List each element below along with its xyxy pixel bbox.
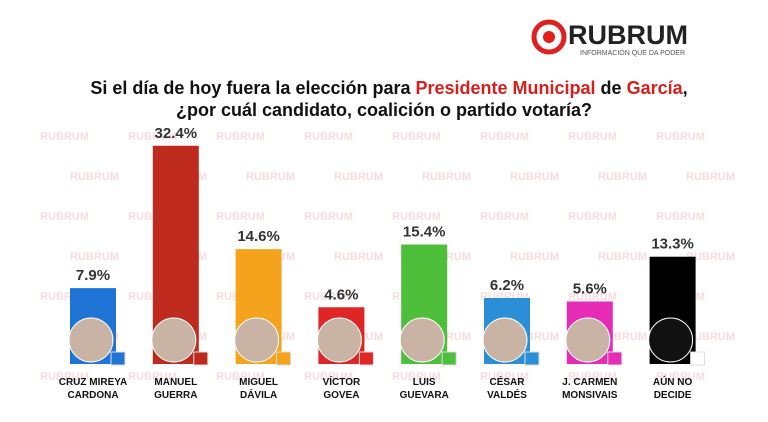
party-logo <box>441 351 457 366</box>
value-label: 32.4% <box>155 125 198 142</box>
watermark: RUBRUM <box>686 331 735 343</box>
category-label: J. CARMEN <box>562 377 617 388</box>
watermark: RUBRUM <box>568 131 617 143</box>
watermark: RUBRUM <box>686 171 735 183</box>
party-logo <box>607 351 623 366</box>
watermark: RUBRUM <box>304 131 353 143</box>
category-label: VALDÉS <box>487 388 527 401</box>
category-label: CARDONA <box>67 390 118 401</box>
watermark: RUBRUM <box>392 211 441 223</box>
title-part: de <box>596 78 627 98</box>
title-part: Si el día de hoy fuera la elección para <box>90 78 415 98</box>
party-logo <box>193 351 209 366</box>
watermark: RUBRUM <box>216 371 265 383</box>
party-logo <box>358 351 374 366</box>
watermark: RUBRUM <box>656 131 705 143</box>
watermarks: RUBRUM RUBRUM RUBRUM RUBRUM RUBRUM RUBRUM RUBR… <box>40 131 735 383</box>
category-label: CRUZ MIREYA <box>59 377 128 388</box>
watermark: RUBRUM <box>598 171 647 183</box>
watermark: RUBRUM <box>216 211 265 223</box>
party-logo <box>524 351 540 366</box>
watermark: RUBRUM <box>40 371 89 383</box>
category-label: GUERRA <box>154 390 197 401</box>
watermark: RUBRUM <box>568 291 617 303</box>
title-part: Presidente Municipal <box>416 78 596 98</box>
candidate-photo <box>234 317 280 363</box>
brand: RUBRUM <box>568 20 688 50</box>
value-label: 7.9% <box>76 267 110 284</box>
title-part: García <box>627 78 684 98</box>
watermark: RUBRUM <box>334 171 383 183</box>
title-part: , <box>683 78 688 98</box>
watermark: RUBRUM <box>392 371 441 383</box>
logo-ring <box>531 19 567 55</box>
watermark: RUBRUM <box>334 251 383 263</box>
value-label: 6.2% <box>490 277 524 294</box>
chart-title: Si el día de hoy fuera la elección para … <box>65 78 702 98</box>
watermark: RUBRUM <box>480 371 529 383</box>
chart-subtitle: ¿por cuál candidato, coalición o partido… <box>176 100 592 120</box>
party-logo <box>690 351 706 366</box>
category-label: LUIS <box>413 377 436 388</box>
category-label: MIGUEL <box>239 377 278 388</box>
category-label: MONSIVAIS <box>562 390 618 401</box>
category-label: DECIDE <box>654 390 692 401</box>
category-label: GUEVARA <box>400 390 449 401</box>
logo-dot <box>543 31 555 43</box>
watermark: RUBRUM <box>656 211 705 223</box>
watermark: RUBRUM <box>40 211 89 223</box>
watermark: RUBRUM <box>568 371 617 383</box>
value-label: 4.6% <box>324 286 358 303</box>
watermark: RUBRUM <box>392 131 441 143</box>
value-label: 14.6% <box>237 228 280 245</box>
watermark: RUBRUM <box>304 211 353 223</box>
candidate-photo <box>68 317 114 363</box>
watermark: RUBRUM <box>686 251 735 263</box>
watermark: RUBRUM <box>128 131 177 143</box>
watermark: RUBRUM <box>568 211 617 223</box>
watermark: RUBRUM <box>128 371 177 383</box>
watermark: RUBRUM <box>304 371 353 383</box>
category-label: GOVEA <box>323 390 359 401</box>
value-label: 15.4% <box>403 224 446 241</box>
watermark: RUBRUM <box>598 251 647 263</box>
candidate-photo <box>151 317 197 363</box>
watermark: RUBRUM <box>422 171 471 183</box>
party-logo <box>110 351 126 366</box>
category-label: MANUEL <box>154 377 197 388</box>
category-label: VÍCTOR <box>323 375 361 388</box>
candidate-photo <box>316 317 362 363</box>
watermark: RUBRUM <box>510 171 559 183</box>
watermark: RUBRUM <box>480 131 529 143</box>
candidate-photo <box>565 317 611 363</box>
watermark: RUBRUM <box>40 131 89 143</box>
tagline: INFORMACIÓN QUE DA PODER <box>580 48 685 57</box>
watermark: RUBRUM <box>246 171 295 183</box>
candidate-photo <box>482 317 528 363</box>
candidate-photo <box>648 317 694 363</box>
watermark: RUBRUM <box>480 211 529 223</box>
category-label: AÚN NO <box>653 375 693 388</box>
watermark: RUBRUM <box>304 291 353 303</box>
value-label: 13.3% <box>651 236 694 253</box>
bar <box>152 145 199 334</box>
watermark: RUBRUM <box>70 171 119 183</box>
candidate-photo <box>399 317 445 363</box>
value-label: 5.6% <box>573 280 607 297</box>
category-label: CÉSAR <box>489 375 525 388</box>
watermark: RUBRUM <box>70 251 119 263</box>
watermark: RUBRUM <box>216 131 265 143</box>
category-label: DÁVILA <box>240 388 277 401</box>
watermark: RUBRUM <box>656 371 705 383</box>
watermark: RUBRUM <box>510 251 559 263</box>
party-logo <box>276 351 292 366</box>
